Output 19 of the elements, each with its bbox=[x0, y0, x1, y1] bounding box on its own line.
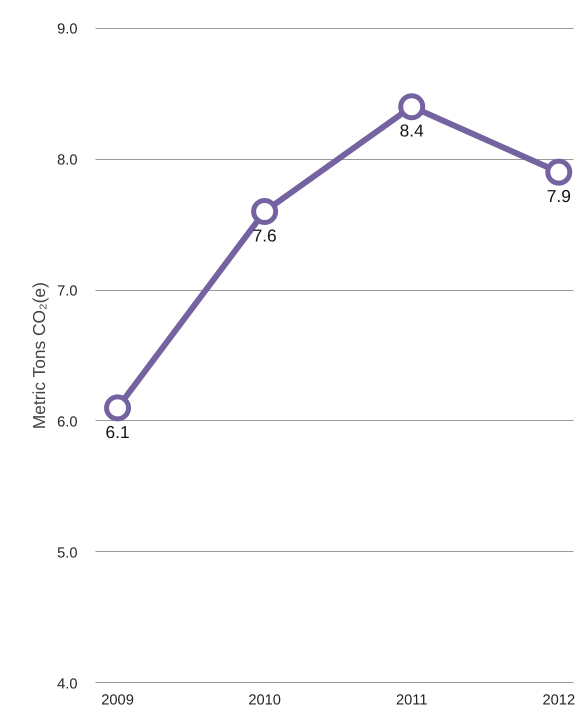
point bbox=[251, 198, 278, 225]
y-tick-label: 9.0 bbox=[57, 22, 78, 38]
x-tick-label: 2011 bbox=[396, 692, 428, 708]
data-label: 8.4 bbox=[400, 120, 424, 141]
data-label: 7.6 bbox=[252, 225, 277, 246]
data-label: 7.9 bbox=[546, 186, 571, 206]
x-tick-label: 2009 bbox=[101, 692, 134, 708]
y-tick-label: 6.0 bbox=[57, 414, 78, 430]
y-tick-label: 7.0 bbox=[57, 284, 78, 300]
y-axis-title: Metric Tons CO₂(e) bbox=[29, 282, 50, 430]
point bbox=[104, 394, 132, 422]
y-tick-label: 8.0 bbox=[57, 152, 78, 169]
y-tick-label: 5.0 bbox=[57, 545, 78, 562]
y-tick-label: 4.0 bbox=[57, 676, 78, 692]
x-tick-label: 2012 bbox=[542, 692, 576, 708]
point bbox=[398, 93, 426, 120]
x-tick-label: 2010 bbox=[248, 692, 281, 708]
point bbox=[545, 158, 572, 186]
data-label: 6.1 bbox=[106, 422, 130, 442]
